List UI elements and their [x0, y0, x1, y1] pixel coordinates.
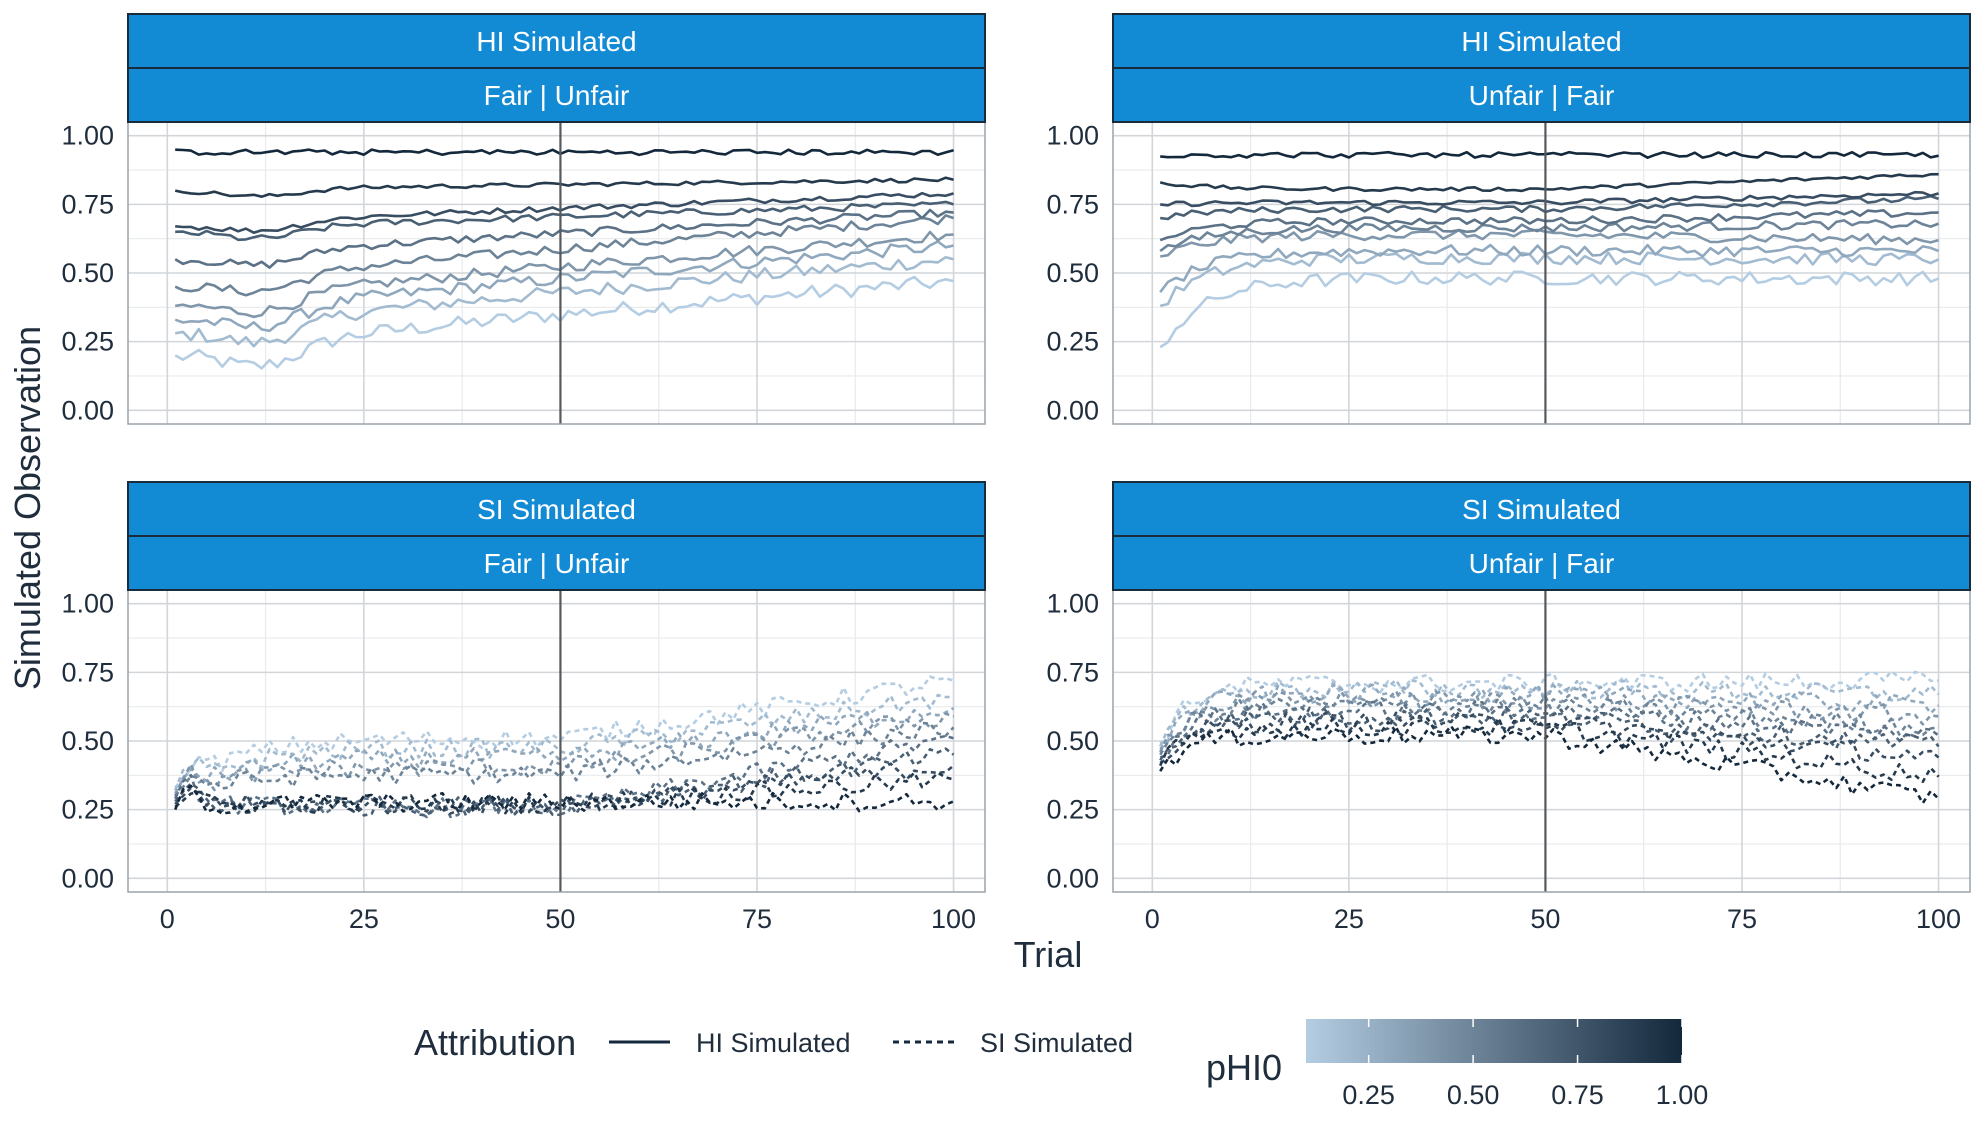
strip-bottom-label: Fair | Unfair [484, 548, 630, 579]
series-line-phi0-0.9 [174, 176, 954, 198]
strip-top-label: SI Simulated [477, 494, 636, 525]
series-line-phi0-0.6 [1159, 700, 1940, 759]
series-line-phi0-0.9 [1159, 716, 1940, 784]
facet-panel-3: SI Simulated Fair | Unfair 0.00 0.25 0.50 0.7… [61, 481, 986, 934]
series-line-phi0-0.4 [1159, 689, 1939, 753]
y-tick-label: 0.75 [61, 189, 114, 219]
x-tick-label: 100 [931, 904, 976, 934]
facet-panel-4: SI Simulated Unfair | Fair 0.00 0.25 0.50 0.7… [1046, 481, 1971, 934]
colorbar-tick-label: 0.50 [1447, 1080, 1500, 1110]
series-line-phi0-0.5 [174, 721, 955, 797]
strip-top-label: HI Simulated [1461, 26, 1621, 57]
colorbar-tick-label: 1.00 [1656, 1080, 1709, 1110]
strip-bottom-box [1112, 535, 1971, 591]
strip-top-label: SI Simulated [1462, 494, 1621, 525]
y-tick-label: 0.00 [1046, 863, 1099, 893]
series-line-phi0-1 [1159, 724, 1940, 805]
strip-top-box [127, 481, 986, 537]
y-tick-label: 0.50 [1046, 258, 1099, 288]
series-line-phi0-0.9 [1159, 172, 1939, 193]
strip-bottom-box [127, 67, 986, 123]
y-tick-label: 0.25 [61, 327, 114, 357]
series-line-phi0-0.7 [1159, 705, 1940, 761]
series-line-phi0-1 [175, 148, 954, 157]
strip-bottom-label: Unfair | Fair [1469, 548, 1615, 579]
series-line-phi0-0.5 [174, 214, 955, 297]
series-line-phi0-0.4 [1159, 228, 1939, 258]
strip-bottom-box [127, 535, 986, 591]
y-tick-label: 0.75 [1046, 657, 1099, 687]
x-tick-label: 75 [742, 904, 772, 934]
facet-panel-1: HI Simulated Fair | Unfair 0.00 0.25 0.50 0.7… [61, 13, 986, 425]
legend-label-hi: HI Simulated [696, 1028, 851, 1058]
series-line-phi0-0.2 [173, 693, 954, 791]
facet-panel-2: HI Simulated Unfair | Fair 0.00 0.25 0.50 0.7… [1046, 13, 1971, 425]
series-line-phi0-0.8 [1159, 711, 1940, 765]
series-line-phi0-0.1 [1159, 270, 1940, 349]
colorbar-tick-label: 0.25 [1342, 1080, 1395, 1110]
x-tick-label: 100 [1916, 904, 1961, 934]
y-tick-label: 0.25 [1046, 327, 1099, 357]
series-line-phi0-0.3 [1159, 243, 1940, 293]
y-tick-label: 1.00 [1046, 589, 1099, 619]
y-tick-label: 0.00 [61, 863, 114, 893]
series-line-phi0-0.8 [1160, 190, 1939, 208]
series-line-phi0-0.6 [1159, 209, 1939, 242]
y-tick-label: 0.00 [1046, 395, 1099, 425]
y-tick-label: 1.00 [61, 121, 114, 151]
series-line-phi0-0.7 [175, 200, 954, 242]
strip-top-label: HI Simulated [476, 26, 636, 57]
series-line-phi0-0.2 [1159, 678, 1940, 748]
y-tick-label: 1.00 [1046, 121, 1099, 151]
y-tick-label: 0.25 [61, 795, 114, 825]
series-line-phi0-0.8 [175, 191, 954, 234]
y-tick-label: 0.75 [61, 657, 114, 687]
legend: Attribution HI Simulated SI Simulated pHI0 0… [414, 1019, 1708, 1110]
x-tick-label: 0 [160, 904, 175, 934]
series-line-phi0-0.9 [174, 771, 954, 815]
legend-linetype-title: Attribution [414, 1022, 576, 1063]
series-line-phi0-0.3 [174, 240, 954, 333]
series-line-phi0-0.1 [1159, 670, 1939, 745]
y-tick-label: 0.00 [61, 395, 114, 425]
series-line-phi0-1 [1160, 150, 1939, 159]
series-line-phi0-0.5 [1159, 694, 1939, 756]
series-line-phi0-1 [173, 784, 955, 815]
series-line-phi0-0.3 [174, 706, 955, 794]
series-line-phi0-0.6 [174, 208, 954, 269]
legend-label-si: SI Simulated [980, 1028, 1133, 1058]
y-tick-label: 0.50 [1046, 726, 1099, 756]
strip-top-box [127, 13, 986, 69]
y-axis-title: Simulated Observation [7, 326, 48, 690]
series-line-phi0-0.3 [1159, 683, 1940, 751]
x-tick-label: 50 [545, 904, 575, 934]
series-line-phi0-0.7 [1160, 194, 1940, 221]
strip-bottom-label: Unfair | Fair [1469, 80, 1615, 111]
x-tick-label: 25 [349, 904, 379, 934]
y-tick-label: 0.75 [1046, 189, 1099, 219]
y-tick-label: 1.00 [61, 589, 114, 619]
y-tick-label: 0.25 [1046, 795, 1099, 825]
strip-bottom-box [1112, 67, 1971, 123]
x-tick-label: 25 [1334, 904, 1364, 934]
x-tick-label: 0 [1145, 904, 1160, 934]
x-tick-label: 75 [1727, 904, 1757, 934]
strip-top-box [1112, 481, 1971, 537]
colorbar [1306, 1019, 1682, 1063]
strip-top-box [1112, 13, 1971, 69]
x-axis-title: Trial [1014, 934, 1083, 975]
series-line-phi0-0.1 [174, 675, 954, 789]
series-line-phi0-0.2 [1159, 251, 1940, 308]
y-tick-label: 0.50 [61, 258, 114, 288]
series-line-phi0-0.4 [175, 230, 954, 319]
series-line-phi0-0.2 [174, 255, 954, 348]
x-tick-label: 50 [1530, 904, 1560, 934]
strip-bottom-label: Fair | Unfair [484, 80, 630, 111]
colorbar-tick-label: 0.75 [1551, 1080, 1604, 1110]
legend-color-title: pHI0 [1206, 1047, 1282, 1088]
series-line-phi0-0.1 [174, 275, 954, 370]
series-line-phi0-0.5 [1159, 219, 1940, 253]
y-tick-label: 0.50 [61, 726, 114, 756]
